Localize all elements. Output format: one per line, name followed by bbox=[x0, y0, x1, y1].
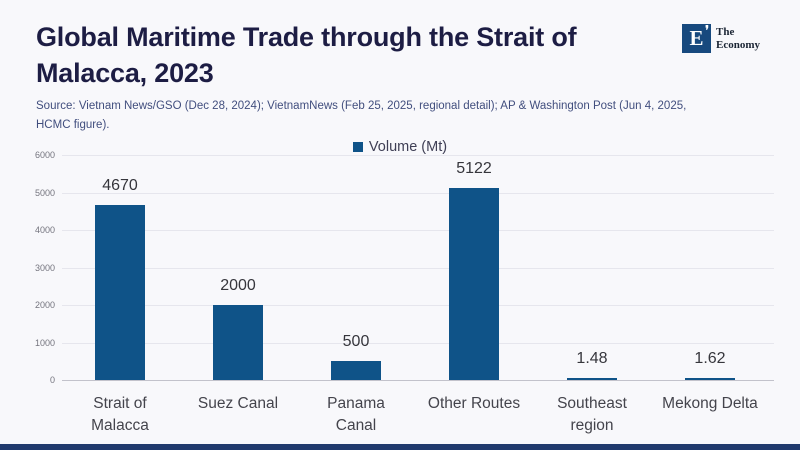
x-tick-line: Mekong Delta bbox=[662, 395, 758, 412]
logo: E ❜ The Economy bbox=[682, 23, 760, 53]
y-tick-label: 1000 bbox=[34, 337, 55, 348]
logo-wordmark: The Economy bbox=[716, 24, 760, 51]
x-tick-label: Other Routes bbox=[412, 393, 536, 415]
bar bbox=[567, 378, 617, 380]
gridline bbox=[62, 192, 774, 194]
footer-bar bbox=[0, 444, 800, 450]
bar bbox=[95, 204, 145, 380]
bar-value-label: 4670 bbox=[102, 176, 138, 194]
source-note: Source: Vietnam News/GSO (Dec 28, 2024);… bbox=[36, 100, 687, 131]
bar bbox=[685, 378, 735, 380]
bar bbox=[213, 305, 263, 380]
x-tick-line: Malacca bbox=[91, 417, 149, 434]
y-tick-label: 5000 bbox=[34, 187, 55, 198]
gridline bbox=[62, 230, 774, 231]
gridline bbox=[62, 342, 774, 344]
x-tick-line: Southeast bbox=[557, 395, 627, 412]
logo-letter: E bbox=[689, 26, 704, 50]
x-tick-line: region bbox=[570, 417, 614, 434]
bar-value-label: 1.48 bbox=[576, 350, 608, 367]
gridline bbox=[62, 305, 774, 306]
bar-value-label: 2000 bbox=[220, 277, 256, 294]
x-tick-label: Suez Canal bbox=[176, 393, 300, 415]
x-tick-line: Canal bbox=[335, 417, 377, 434]
bar-value-label: 5122 bbox=[456, 159, 492, 177]
x-tick-line: Other Routes bbox=[427, 395, 521, 412]
x-tick-label: Mekong Delta bbox=[648, 393, 772, 415]
x-tick-line: Panama bbox=[327, 395, 385, 412]
chart-title: Global Maritime Trade through the Strait… bbox=[36, 22, 577, 88]
x-tick-label: Southeast region bbox=[530, 393, 654, 437]
legend-swatch bbox=[352, 142, 363, 152]
y-tick-label: 6000 bbox=[34, 150, 55, 160]
bar bbox=[331, 361, 381, 380]
y-tick-label: 4000 bbox=[34, 225, 55, 235]
x-tick-line: Suez Canal bbox=[197, 395, 279, 412]
x-tick-line: Strait of bbox=[93, 395, 147, 412]
y-tick-label: 3000 bbox=[34, 262, 55, 273]
legend: Volume (Mt) bbox=[0, 138, 800, 156]
x-tick-label: Panama Canal bbox=[294, 393, 418, 437]
bar-value-label: 500 bbox=[342, 333, 370, 351]
bar-value-label: 1.62 bbox=[694, 350, 726, 367]
logo-quote-mark-icon: ❜ bbox=[705, 23, 709, 37]
legend-label: Volume (Mt) bbox=[368, 139, 448, 155]
x-axis-line bbox=[62, 380, 774, 381]
logo-wordmark-line2: Economy bbox=[716, 38, 760, 51]
logo-wordmark-line1: The bbox=[716, 26, 735, 38]
y-tick-label: 0 bbox=[49, 375, 55, 385]
gridline bbox=[62, 155, 774, 156]
y-tick-label: 2000 bbox=[34, 300, 55, 310]
logo-e-icon: E ❜ bbox=[682, 23, 711, 53]
gridline bbox=[62, 267, 774, 269]
bar bbox=[449, 187, 499, 380]
x-tick-label: Strait of Malacca bbox=[58, 393, 182, 437]
